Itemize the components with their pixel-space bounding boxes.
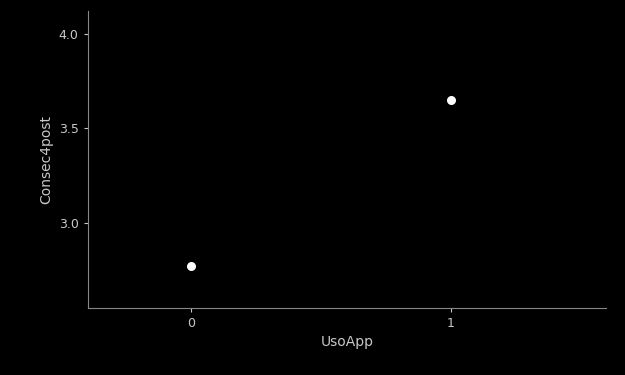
Point bbox=[186, 263, 196, 269]
Y-axis label: Consec4post: Consec4post bbox=[39, 115, 53, 204]
Point bbox=[446, 97, 456, 103]
X-axis label: UsoApp: UsoApp bbox=[321, 335, 373, 349]
